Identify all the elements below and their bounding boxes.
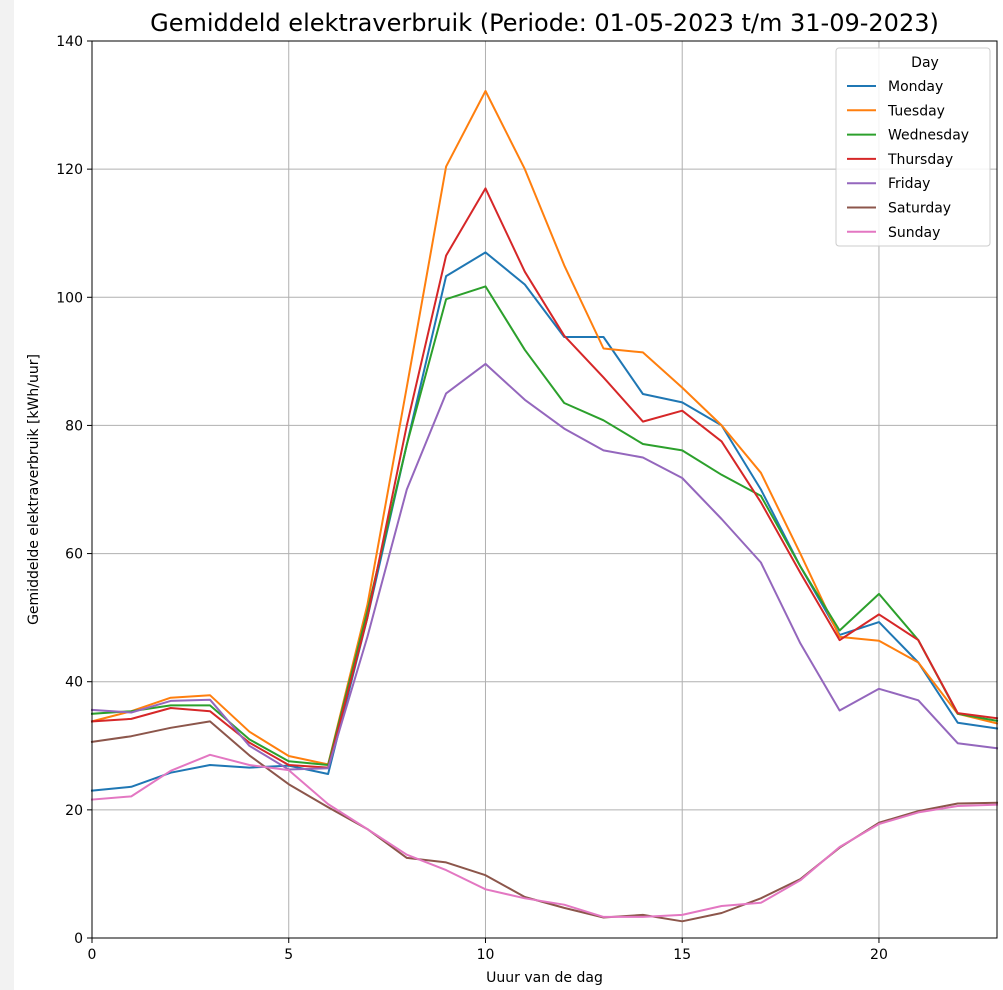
chart-title: Gemiddeld elektraverbruik (Periode: 01-0… [150,9,939,37]
series-line-tuesday [90,90,999,766]
x-tick-label: 5 [284,947,293,963]
legend-label-tuesday: Tuesday [887,103,945,119]
y-tick-label: 80 [65,418,83,434]
series-line-monday [90,251,999,792]
y-tick-label: 60 [65,547,83,563]
legend: Day Monday Tuesday Wednesday Thursday Friday S… [835,47,991,247]
series-line-wednesday [90,285,999,766]
legend-box [835,47,991,247]
legend-label-thursday: Thursday [887,152,953,168]
legend-label-monday: Monday [888,79,943,95]
legend-label-sunday: Sunday [888,225,940,241]
y-tick-label: 120 [56,162,83,178]
x-tick-label: 20 [870,947,888,963]
x-tick-label: 0 [88,947,97,963]
series-line-friday [90,362,999,771]
line-chart: 0 5 10 15 20 0 20 40 60 80 100 120 140 Gemiddeld ele… [26,9,999,986]
x-axis-label: Uuur van de dag [486,970,603,986]
series-line-thursday [90,187,999,769]
y-tick-label: 40 [65,675,83,691]
axis-ticks: 0 5 10 15 20 0 20 40 60 80 100 120 140 [56,34,888,963]
y-tick-label: 0 [74,931,83,947]
x-tick-label: 10 [477,947,495,963]
legend-label-saturday: Saturday [888,201,951,217]
series-lines [90,90,999,923]
figure: 0 5 10 15 20 0 20 40 60 80 100 120 140 Gemiddeld ele… [14,0,1003,990]
y-tick-label: 100 [56,290,83,306]
legend-label-wednesday: Wednesday [888,128,969,144]
x-tick-label: 15 [673,947,691,963]
plot-frame [91,40,998,939]
y-tick-label: 140 [56,34,83,50]
legend-label-friday: Friday [888,176,930,192]
y-tick-label: 20 [65,803,83,819]
y-axis-label: Gemiddelde elektraverbruik [kWh/uur] [26,354,42,625]
legend-title: Day [911,55,939,71]
series-line-sunday [90,753,999,918]
series-line-saturday [90,720,999,923]
